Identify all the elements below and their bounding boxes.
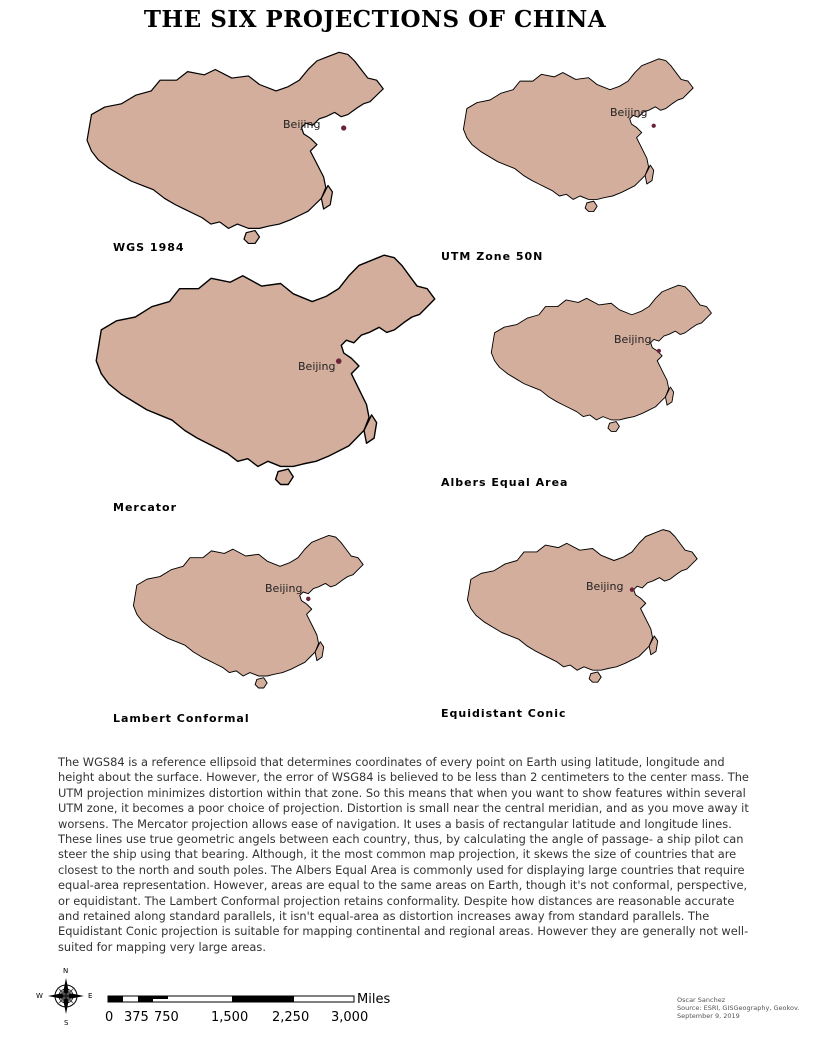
description-paragraph: The WGS84 is a reference ellipsoid that … <box>58 755 749 954</box>
scale-tick: 2,250 <box>272 1010 310 1025</box>
scale-tick: 1,500 <box>211 1010 249 1025</box>
map-panel-mercator: Beijing <box>88 250 448 490</box>
scale-tick: 3,000 <box>331 1010 369 1025</box>
china-outline-wgs1984 <box>86 51 384 245</box>
china-outline-lambert <box>132 534 364 689</box>
compass-south: S <box>64 1019 69 1027</box>
compass-east: E <box>88 992 93 1000</box>
map-panel-equidistant: Beijing <box>464 505 704 700</box>
projection-label-mercator: Mercator <box>113 501 178 514</box>
beijing-marker <box>651 123 656 128</box>
scale-tick: 375 <box>124 1010 149 1025</box>
projection-label-equidistant: Equidistant Conic <box>441 707 567 720</box>
scale-tick: 750 <box>154 1010 179 1025</box>
beijing-label: Beijing <box>586 580 624 593</box>
map-panel-utm50n: Beijing <box>460 30 700 230</box>
scale-unit-label: Miles <box>357 992 391 1007</box>
beijing-marker <box>341 125 347 131</box>
compass-rose-icon: N S E W <box>36 967 94 1027</box>
compass-west: W <box>36 992 43 1000</box>
credits-source: Source: ESRI, GISGeography, Geokov. <box>677 1004 800 1012</box>
beijing-marker <box>306 596 311 602</box>
credits-block: Oscar Sanchez Source: ESRI, GISGeography… <box>677 996 799 1020</box>
beijing-marker <box>629 587 635 592</box>
china-outline-equidistant <box>466 529 698 683</box>
projection-label-wgs1984: WGS 1984 <box>113 241 185 254</box>
beijing-label: Beijing <box>614 333 652 346</box>
beijing-marker <box>335 358 342 364</box>
china-outline-mercator <box>95 254 436 486</box>
credits-date: September 9, 2019 <box>677 1012 740 1020</box>
projection-label-lambert: Lambert Conformal <box>113 712 250 725</box>
map-panel-albers: Beijing <box>488 250 718 460</box>
china-outline-utm50n <box>462 58 694 212</box>
beijing-label: Beijing <box>610 106 648 119</box>
map-panel-wgs1984: Beijing <box>80 48 384 248</box>
beijing-marker <box>656 348 661 354</box>
china-outline-albers <box>490 284 712 432</box>
beijing-label: Beijing <box>298 360 336 373</box>
projection-label-utm50n: UTM Zone 50N <box>441 250 544 263</box>
scale-tick: 0 <box>105 1010 114 1025</box>
beijing-label: Beijing <box>283 118 321 131</box>
projection-label-albers: Albers Equal Area <box>441 476 569 489</box>
beijing-label: Beijing <box>265 582 303 595</box>
map-title: THE SIX PROJECTIONS OF CHINA <box>143 6 607 33</box>
compass-north: N <box>63 967 69 975</box>
map-panel-lambert: Beijing <box>130 515 370 705</box>
scale-bar <box>105 990 355 1009</box>
credits-author: Oscar Sanchez <box>677 996 726 1004</box>
